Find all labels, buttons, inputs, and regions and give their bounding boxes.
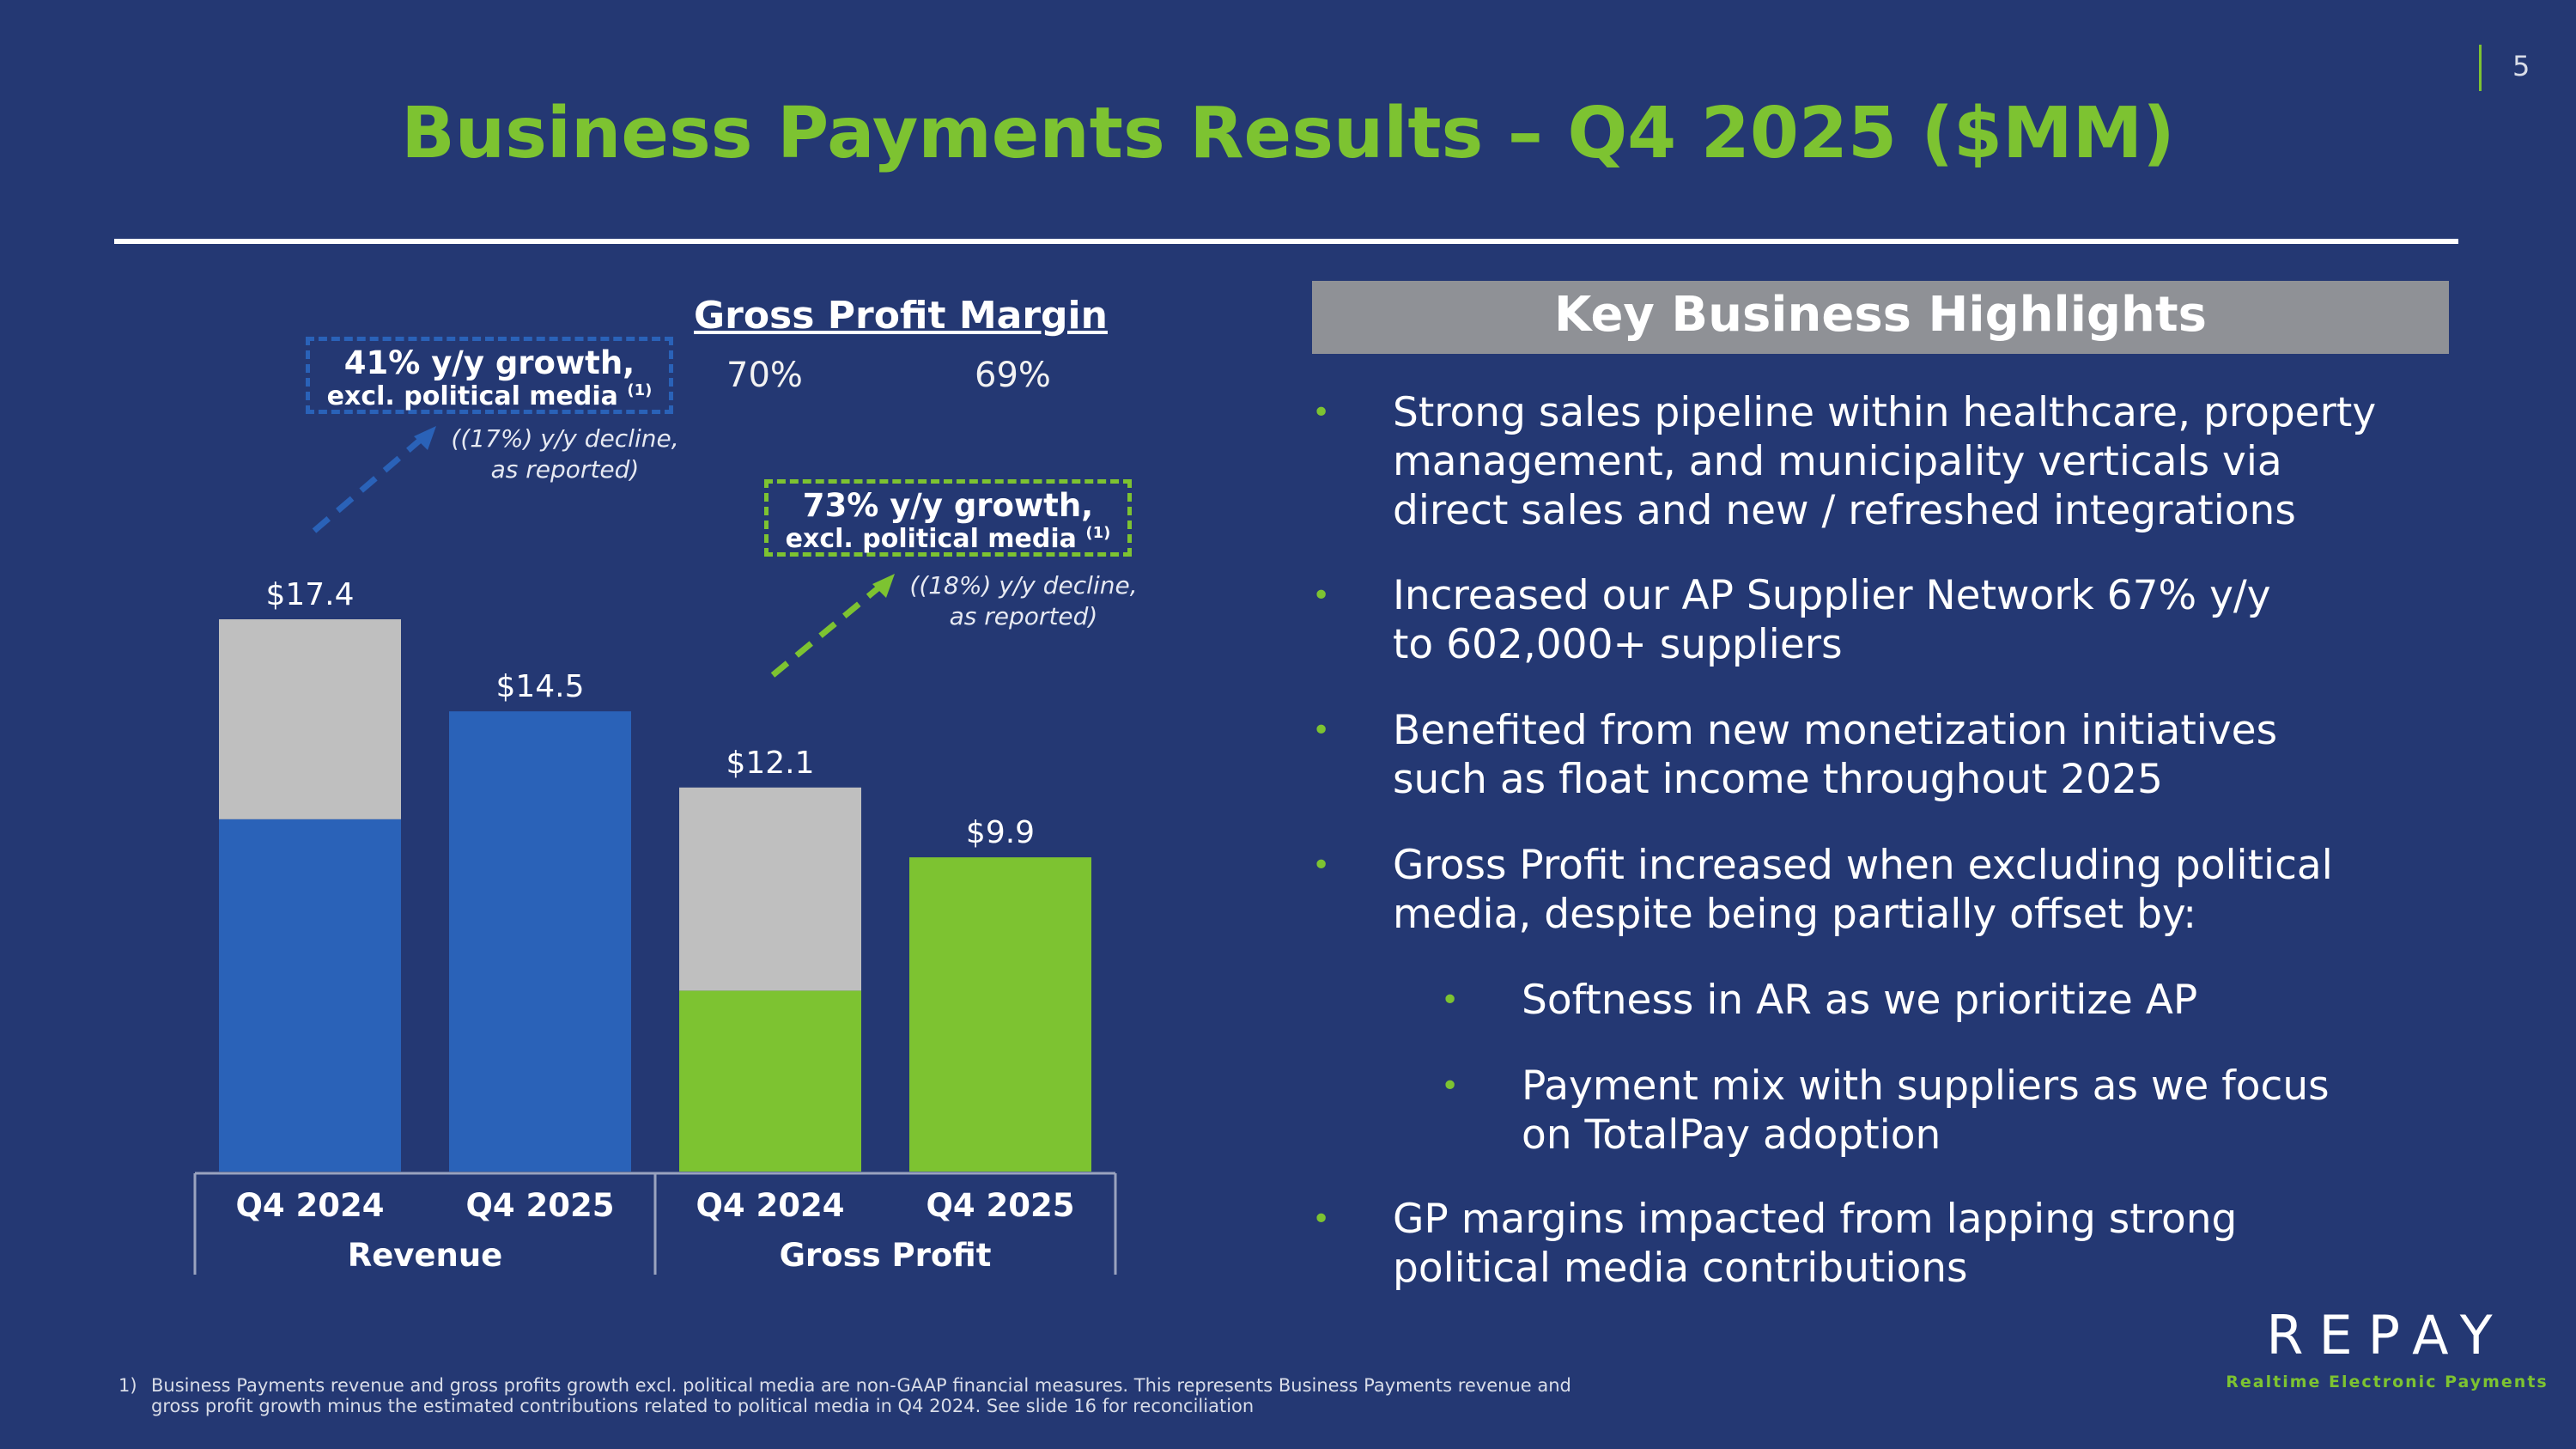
highlight-line: Increased our AP Supplier Network 67% y/… [1393,572,2271,619]
highlight-line: to 602,000+ suppliers [1393,621,1843,668]
highlight-line: direct sales and new / refreshed integra… [1393,487,2296,534]
footnote-line1: Business Payments revenue and gross prof… [151,1375,1571,1396]
highlight-line: management, and municipality verticals v… [1393,438,2282,485]
gross-profit-growth-headline: 73% y/y growth, [802,487,1094,524]
bar-core-1 [449,711,631,1172]
revenue-growth-sub: excl. political media (1) [310,381,669,411]
bar-core-2 [679,990,861,1172]
repay-tagline: Realtime Electronic Payments [2226,1373,2549,1391]
highlight-line: political media contributions [1393,1245,1968,1292]
highlight-bullet: • [1312,713,1331,748]
highlight-bullet: • [1312,395,1331,430]
repay-logo: REPAY [2266,1304,2508,1367]
gross-profit-margin-title: Gross Profit Margin [694,294,1108,338]
highlight-line: such as float income throughout 2025 [1393,756,2163,803]
gross-profit-note-line1: ((18%) y/y decline, [909,571,1138,600]
highlight-line: Softness in AR as we prioritize AP [1522,977,2198,1024]
bar-core-3 [909,857,1091,1172]
title-divider [114,239,2458,244]
x-tick-label-3: Q4 2025 [926,1187,1074,1224]
gross-profit-growth-arrowhead [872,574,895,598]
page-number-divider [2479,45,2482,91]
highlight-item: Benefited from new monetization initiati… [1393,706,2277,804]
bar-value-label-2: $12.1 [726,746,814,781]
footnote-text: Business Payments revenue and gross prof… [151,1375,1662,1416]
revenue-growth-headline: 41% y/y growth, [343,344,635,381]
highlights-title: Key Business Highlights [1554,287,2207,343]
bar-value-label-3: $9.9 [966,815,1035,850]
highlights-header-bar [1312,281,2449,354]
bar-chart: $17.4 Q4 2024 $14.5 Q4 2025 $12.1 Q4 2024 $9.9… [193,426,1117,1275]
gross-profit-growth-arrow [770,583,884,678]
footnote-line2: gross profit growth minus the estimated … [151,1396,1255,1416]
highlight-line: media, despite being partially offset by… [1393,891,2197,938]
x-tick-label-2: Q4 2024 [696,1187,844,1224]
revenue-note-line1: ((17%) y/y decline, [451,424,679,453]
gross-profit-growth-sub: excl. political media (1) [769,524,1127,554]
revenue-note-line2: as reported) [490,455,640,484]
revenue-growth-callout: 41% y/y growth, excl. political media (1… [306,337,673,414]
page-number: 5 [2512,50,2530,82]
bar-value-label-0: $17.4 [265,577,354,612]
highlight-item: Strong sales pipeline within healthcare,… [1393,388,2376,535]
highlight-bullet: • [1312,578,1331,613]
footnote-number: 1) [118,1375,137,1396]
highlight-item: Gross Profit increased when excluding po… [1393,841,2333,939]
gross-profit-growth-sub-text: excl. political media [785,524,1077,554]
highlight-line: Strong sales pipeline within healthcare,… [1393,389,2377,436]
highlight-item: Increased our AP Supplier Network 67% y/… [1393,571,2271,669]
gross-profit-reported-note: ((18%) y/y decline, as reported) [895,570,1152,632]
gross-profit-growth-callout: 73% y/y growth, excl. political media (1… [764,479,1132,557]
group-label-gross-profit: Gross Profit [780,1237,992,1274]
revenue-footnote-marker: (1) [627,381,653,399]
bar-political-media-2 [679,787,861,991]
page-title: Business Payments Results – Q4 2025 ($MM… [401,93,2175,174]
highlight-line: Gross Profit increased when excluding po… [1393,842,2333,889]
highlight-bullet: • [1441,1068,1460,1104]
highlight-subitem: Softness in AR as we prioritize AP [1522,976,2197,1025]
bar-political-media-0 [219,619,401,819]
x-tick-label-0: Q4 2024 [235,1187,384,1224]
gross-profit-margin-q4-2025: 69% [975,356,1051,395]
gross-profit-margin-q4-2024: 70% [726,356,803,395]
highlight-bullet: • [1441,983,1460,1018]
highlight-line: on TotalPay adoption [1522,1111,1941,1159]
gross-profit-footnote-marker: (1) [1085,524,1111,542]
bar-core-0 [219,819,401,1172]
revenue-reported-note: ((17%) y/y decline, as reported) [436,423,694,485]
highlight-bullet: • [1312,1202,1331,1237]
gross-profit-note-line2: as reported) [949,602,1098,630]
bar-value-label-1: $14.5 [495,669,584,704]
highlight-line: Payment mix with suppliers as we focus [1522,1062,2330,1110]
revenue-growth-arrow [312,435,425,533]
revenue-growth-sub-text: excl. political media [326,381,618,411]
group-label-revenue: Revenue [348,1237,503,1274]
revenue-growth-arrowhead [414,426,436,450]
highlight-subitem: Payment mix with suppliers as we focus on… [1522,1062,2330,1160]
highlight-item: GP margins impacted from lapping strong p… [1393,1195,2237,1293]
x-tick-label-1: Q4 2025 [465,1187,614,1224]
highlight-bullet: • [1312,848,1331,883]
highlight-line: Benefited from new monetization initiati… [1393,707,2278,754]
highlight-line: GP margins impacted from lapping strong [1393,1196,2238,1243]
